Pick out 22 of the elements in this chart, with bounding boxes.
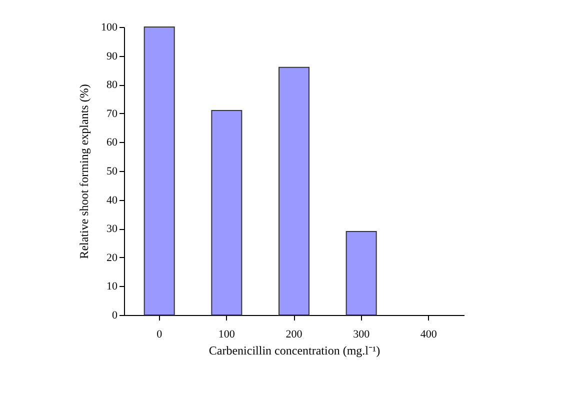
y-tick-label: 0 bbox=[112, 310, 118, 322]
y-tick-label: 70 bbox=[106, 108, 118, 120]
y-tick-label: 10 bbox=[106, 280, 118, 293]
y-tick-label: 40 bbox=[106, 194, 118, 206]
x-tick-label: 100 bbox=[218, 328, 236, 340]
y-tick-label: 80 bbox=[106, 79, 118, 92]
x-tick-label: 0 bbox=[156, 328, 163, 340]
bar bbox=[278, 66, 310, 316]
y-tick-label: 100 bbox=[101, 22, 118, 34]
x-tick-label: 200 bbox=[286, 328, 303, 340]
y-tick-label: 50 bbox=[106, 166, 118, 178]
bar bbox=[346, 230, 377, 316]
bar bbox=[211, 110, 242, 316]
y-tick-label: 20 bbox=[106, 252, 118, 264]
y-tick-label: 60 bbox=[106, 136, 118, 149]
x-axis-title: Carbenicillin concentration (mg.l⁻¹) bbox=[208, 344, 380, 358]
y-axis-title: Relative shoot forming explants (%) bbox=[77, 84, 91, 259]
y-tick-label: 30 bbox=[106, 223, 118, 236]
x-tick-label: 300 bbox=[353, 328, 370, 340]
bar bbox=[144, 26, 175, 316]
x-tick-label: 400 bbox=[420, 328, 438, 340]
y-tick-label: 90 bbox=[106, 50, 118, 62]
